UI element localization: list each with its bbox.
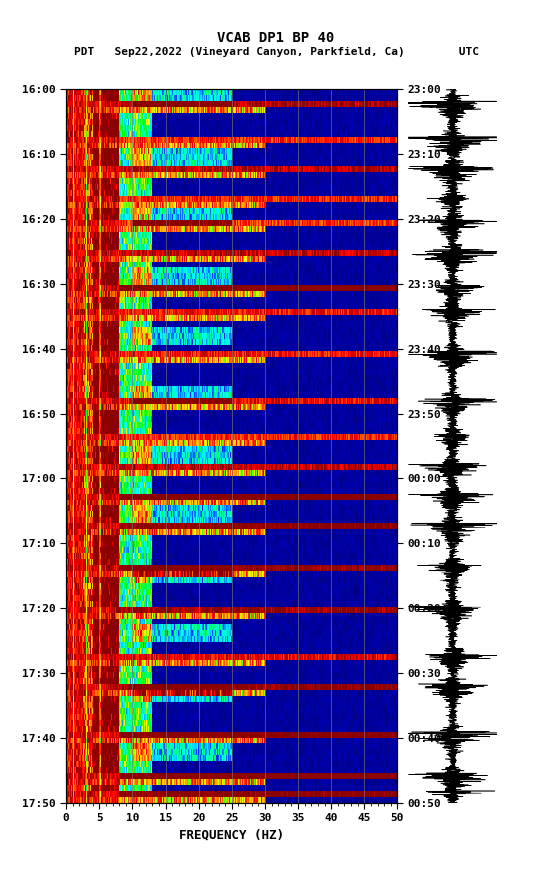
Text: USGS: USGS (24, 16, 54, 29)
X-axis label: FREQUENCY (HZ): FREQUENCY (HZ) (179, 829, 284, 842)
Text: VCAB DP1 BP 40: VCAB DP1 BP 40 (217, 31, 335, 45)
Text: PDT   Sep22,2022 (Vineyard Canyon, Parkfield, Ca)        UTC: PDT Sep22,2022 (Vineyard Canyon, Parkfie… (73, 47, 479, 57)
